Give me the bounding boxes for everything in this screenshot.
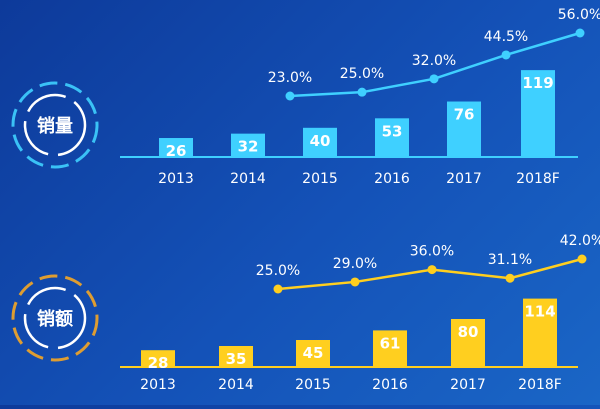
volume-growth-label-2017: 44.5%	[484, 29, 528, 45]
revenue-badge	[11, 274, 99, 362]
revenue-growth-label-2014: 25.0%	[256, 263, 300, 279]
volume-growth-point-2017	[501, 50, 511, 60]
volume-tick-2018F: 2018F	[516, 171, 560, 187]
volume-bar-value-2014: 32	[238, 138, 259, 156]
volume-bar-value-2013: 26	[166, 142, 187, 160]
volume-tick-2015: 2015	[302, 171, 338, 187]
volume-bar-value-2017: 76	[454, 106, 475, 124]
revenue-growth-point-2017	[505, 273, 515, 283]
revenue-growth-line	[277, 257, 583, 291]
revenue-bar-2017	[451, 319, 485, 367]
volume-growth-label-2016: 32.0%	[412, 53, 456, 69]
revenue-bar-value-2016: 61	[380, 334, 401, 352]
revenue-growth-point-2018F	[577, 254, 587, 264]
revenue-tick-2018F: 2018F	[518, 377, 562, 393]
revenue-tick-2015: 2015	[295, 377, 331, 393]
revenue-tick-2017: 2017	[450, 377, 486, 393]
revenue-title: 销额	[37, 309, 73, 330]
revenue-bar-value-2018F: 114	[524, 303, 555, 321]
volume-bar-2016	[375, 118, 409, 157]
revenue-bar-2014	[219, 346, 253, 367]
volume-tick-2016: 2016	[374, 171, 410, 187]
revenue-bar-2016	[373, 330, 407, 367]
volume-bar-value-2018F: 119	[522, 74, 553, 92]
volume-growth-label-2015: 25.0%	[340, 66, 384, 82]
revenue-bar-2015	[296, 340, 330, 367]
volume-growth-point-2015	[357, 87, 367, 97]
volume-bar-value-2015: 40	[310, 132, 331, 150]
volume-growth-label-2018F: 56.0%	[558, 7, 600, 23]
volume-tick-2013: 2013	[158, 171, 194, 187]
revenue-tick-2013: 2013	[140, 377, 176, 393]
volume-bar-2014	[231, 133, 265, 157]
volume-bar-2017	[447, 101, 481, 157]
revenue-bar-value-2015: 45	[303, 344, 324, 362]
volume-growth-point-2018F	[575, 28, 585, 38]
revenue-bar-2013	[141, 350, 175, 367]
revenue-bar-2018F	[523, 298, 557, 367]
volume-growth-point-2016	[429, 74, 439, 84]
volume-growth-point-2014	[285, 91, 295, 101]
volume-tick-2014: 2014	[230, 171, 266, 187]
revenue-bar-value-2017: 80	[458, 323, 479, 341]
revenue-growth-label-2016: 36.0%	[410, 244, 454, 260]
revenue-tick-2016: 2016	[372, 377, 408, 393]
revenue-tick-2014: 2014	[218, 377, 254, 393]
volume-tick-2017: 2017	[446, 171, 482, 187]
volume-growth-label-2014: 23.0%	[268, 70, 312, 86]
revenue-growth-label-2018F: 42.0%	[560, 233, 600, 249]
revenue-growth-label-2017: 31.1%	[488, 252, 532, 268]
revenue-bar-value-2013: 28	[148, 354, 169, 372]
volume-bar-2013	[159, 138, 193, 157]
revenue-growth-label-2015: 29.0%	[333, 256, 377, 272]
volume-bar-value-2016: 53	[382, 122, 403, 140]
volume-bar-2015	[303, 127, 337, 157]
volume-badge	[11, 81, 99, 169]
volume-bar-2018F	[521, 70, 555, 157]
revenue-growth-point-2014	[273, 284, 283, 294]
revenue-growth-point-2016	[427, 265, 437, 275]
revenue-growth-point-2015	[350, 277, 360, 287]
volume-title: 销量	[37, 116, 73, 137]
revenue-bar-value-2014: 35	[226, 350, 247, 368]
